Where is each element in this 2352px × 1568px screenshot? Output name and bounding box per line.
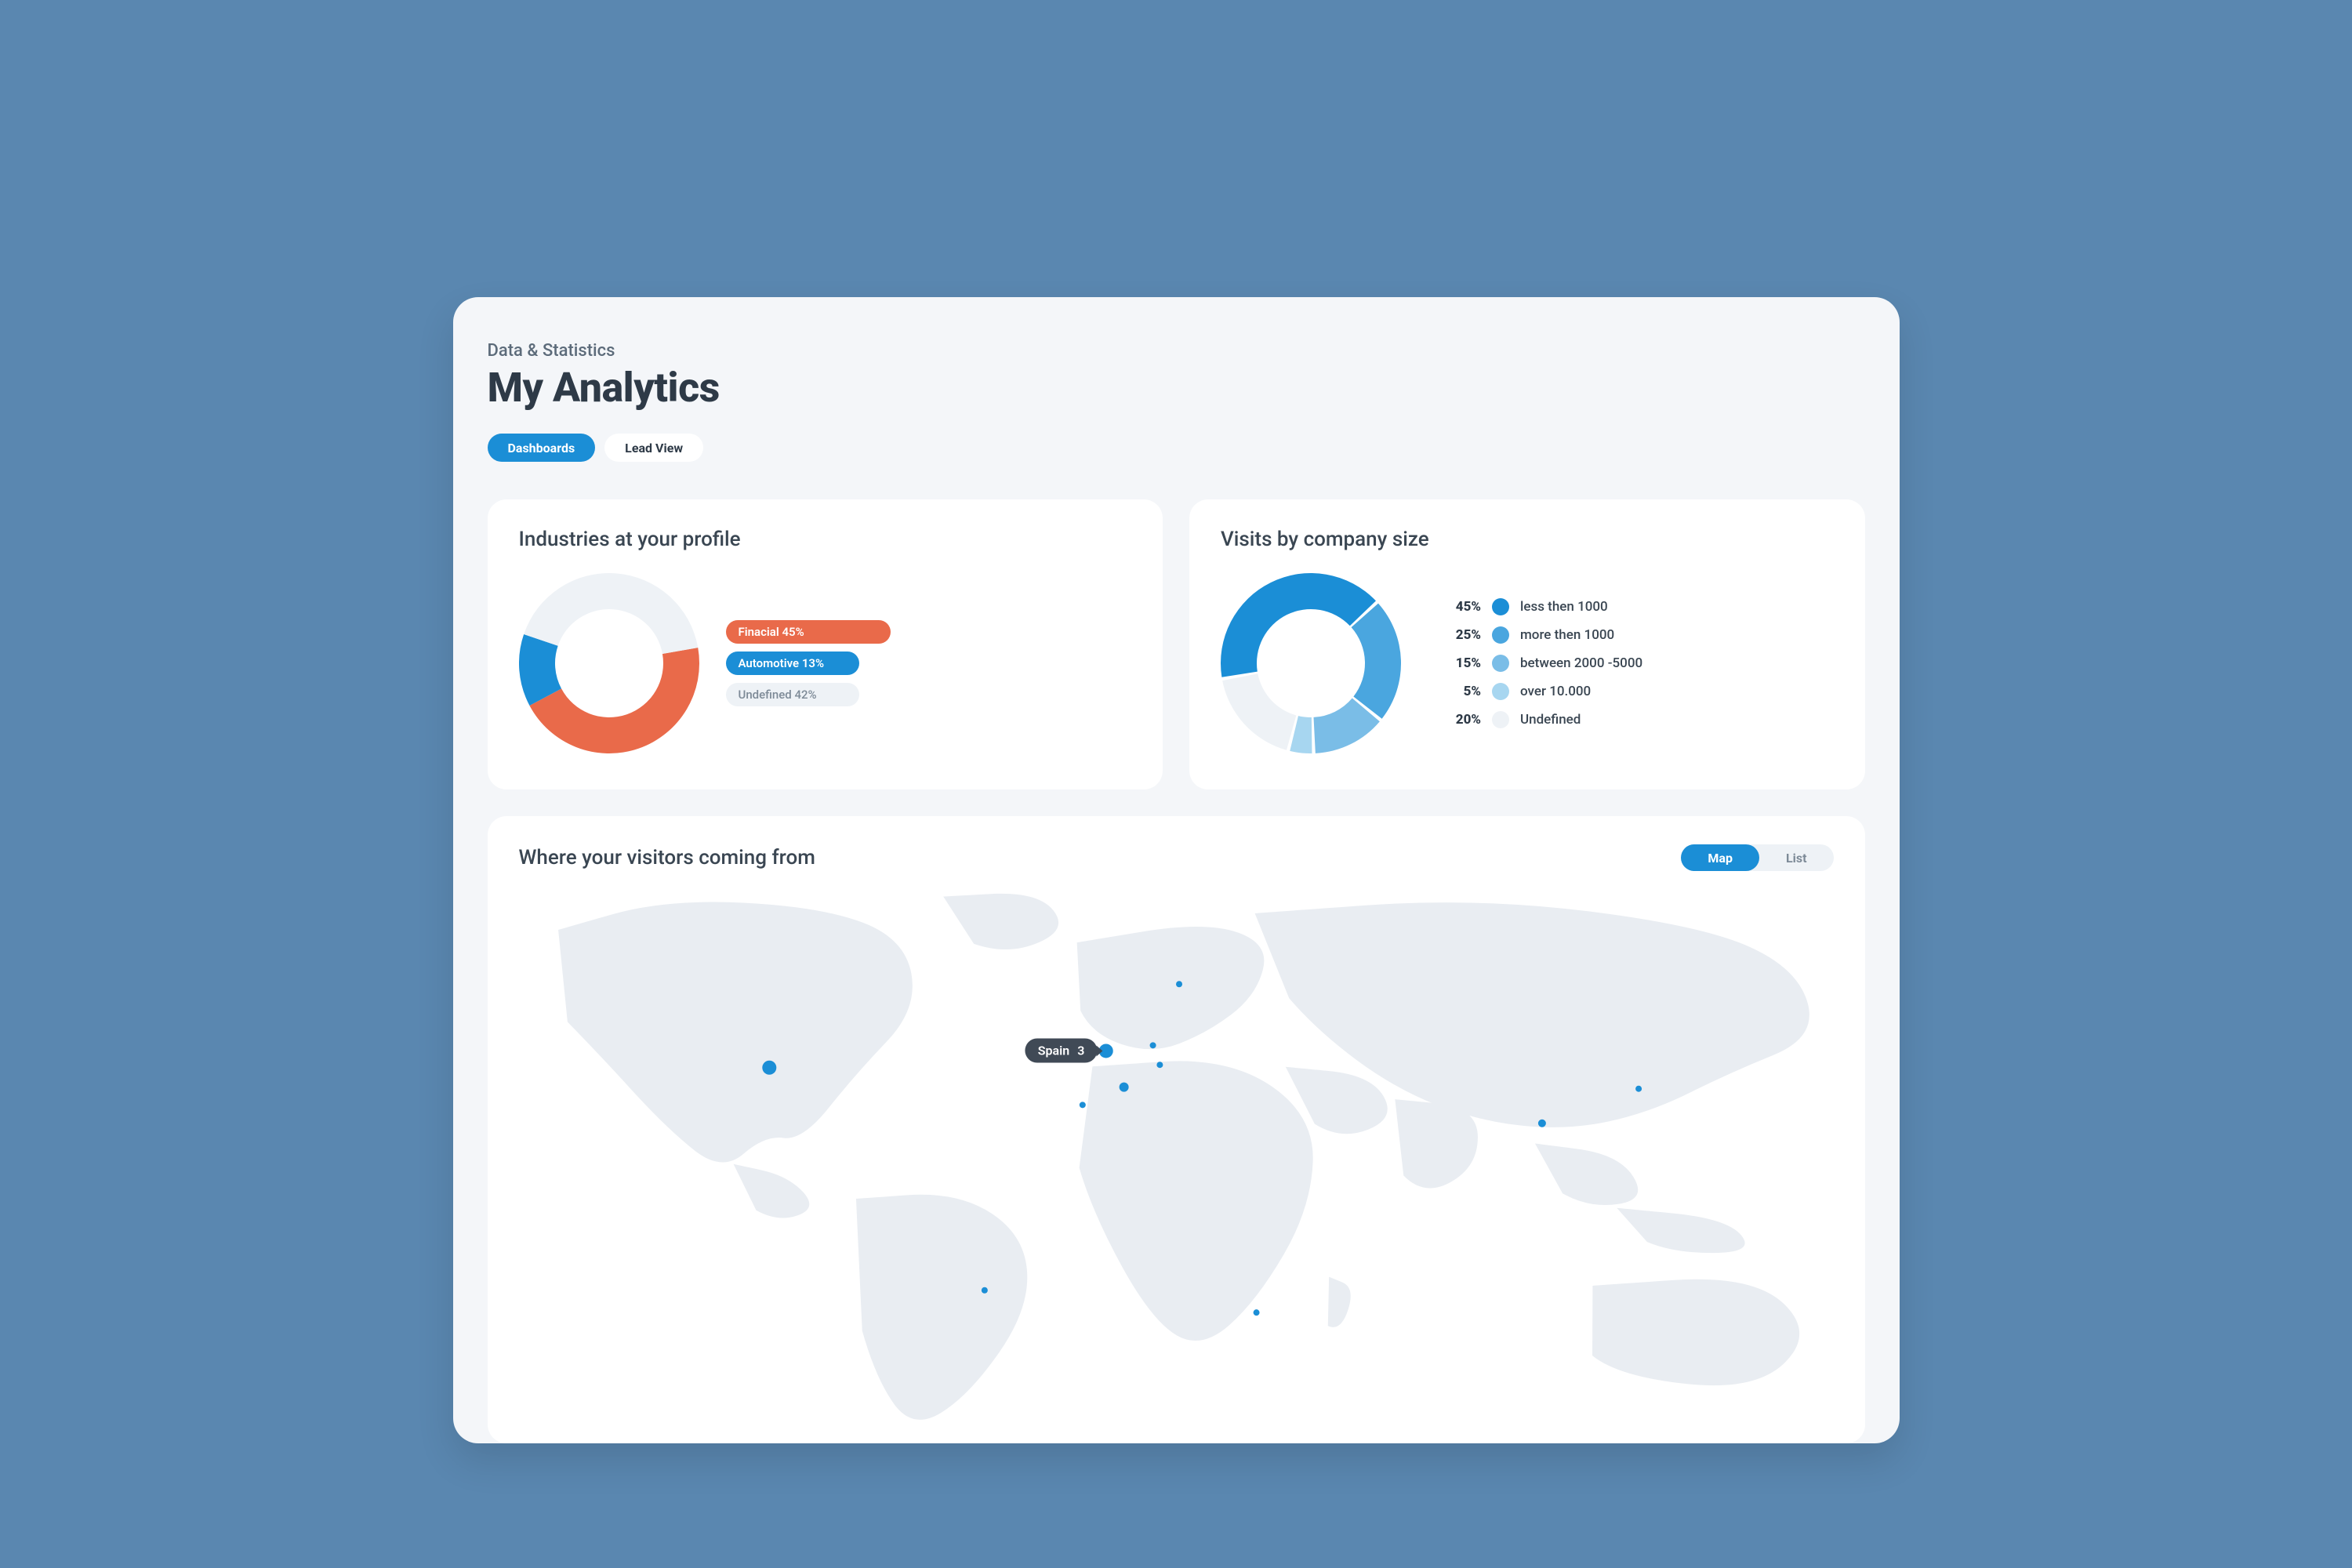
legend-label: Undefined <box>1520 712 1581 728</box>
map-marker[interactable] <box>1079 1102 1085 1108</box>
legend-label: less then 1000 <box>1520 599 1608 615</box>
legend-dot <box>1492 598 1509 615</box>
world-map[interactable]: Spain 3 <box>519 887 1834 1443</box>
visits-legend: 45% less then 1000 25% more then 1000 15% bet… <box>1443 598 1642 728</box>
map-marker[interactable] <box>1156 1062 1163 1068</box>
visits-legend-row: 45% less then 1000 <box>1443 598 1642 615</box>
legend-pct: 45% <box>1443 599 1481 615</box>
legend-label: between 2000 -5000 <box>1520 655 1642 671</box>
visits-legend-row: 5% over 10.000 <box>1443 683 1642 700</box>
legend-dot <box>1492 711 1509 728</box>
industries-card: Industries at your profile Finacial 45% A… <box>488 499 1163 789</box>
map-marker[interactable] <box>981 1287 987 1294</box>
visitors-map-card: Where your visitors coming from Map List… <box>488 816 1865 1443</box>
tooltip-country: Spain <box>1038 1044 1069 1058</box>
page-eyebrow: Data & Statistics <box>488 341 1865 361</box>
map-marker[interactable] <box>1176 981 1182 987</box>
map-marker[interactable] <box>1253 1309 1259 1316</box>
map-card-title: Where your visitors coming from <box>519 846 815 869</box>
industries-legend-badge: Finacial 45% <box>726 620 891 644</box>
map-marker[interactable] <box>1149 1042 1156 1048</box>
map-list-toggle: Map List <box>1681 844 1833 871</box>
toggle-list[interactable]: List <box>1759 844 1834 871</box>
map-marker[interactable] <box>1119 1083 1128 1092</box>
legend-label: more then 1000 <box>1520 627 1614 643</box>
map-marker[interactable] <box>1537 1120 1545 1127</box>
visits-donut-chart <box>1221 573 1401 753</box>
tooltip-value: 3 <box>1077 1044 1084 1058</box>
map-tooltip: Spain 3 <box>1025 1039 1098 1063</box>
toggle-map[interactable]: Map <box>1681 844 1759 871</box>
cards-row: Industries at your profile Finacial 45% A… <box>488 499 1865 789</box>
legend-pct: 20% <box>1443 712 1481 728</box>
industries-legend-badge: Undefined 42% <box>726 683 859 706</box>
legend-pct: 5% <box>1443 684 1481 699</box>
page-title: My Analytics <box>488 364 1865 412</box>
map-marker[interactable] <box>762 1061 776 1075</box>
visits-title: Visits by company size <box>1221 528 1834 551</box>
analytics-panel: Data & Statistics My Analytics Dashboard… <box>453 297 1900 1443</box>
visits-legend-row: 20% Undefined <box>1443 711 1642 728</box>
legend-pct: 25% <box>1443 627 1481 643</box>
industries-title: Industries at your profile <box>519 528 1132 551</box>
legend-dot <box>1492 655 1509 672</box>
industries-legend-badge: Automotive 13% <box>726 652 859 675</box>
industries-donut-chart <box>519 573 699 753</box>
legend-label: over 10.000 <box>1520 684 1591 699</box>
legend-dot <box>1492 683 1509 700</box>
map-marker[interactable] <box>1635 1086 1642 1092</box>
visits-legend-row: 25% more then 1000 <box>1443 626 1642 644</box>
tab-lead-view[interactable]: Lead View <box>604 434 703 462</box>
industries-legend: Finacial 45% Automotive 13% Undefined 42% <box>726 620 891 706</box>
legend-dot <box>1492 626 1509 644</box>
tab-dashboards[interactable]: Dashboards <box>488 434 596 462</box>
visits-card: Visits by company size 45% less then 1000… <box>1189 499 1865 789</box>
visits-legend-row: 15% between 2000 -5000 <box>1443 655 1642 672</box>
view-tabs: Dashboards Lead View <box>488 434 1865 462</box>
legend-pct: 15% <box>1443 655 1481 671</box>
